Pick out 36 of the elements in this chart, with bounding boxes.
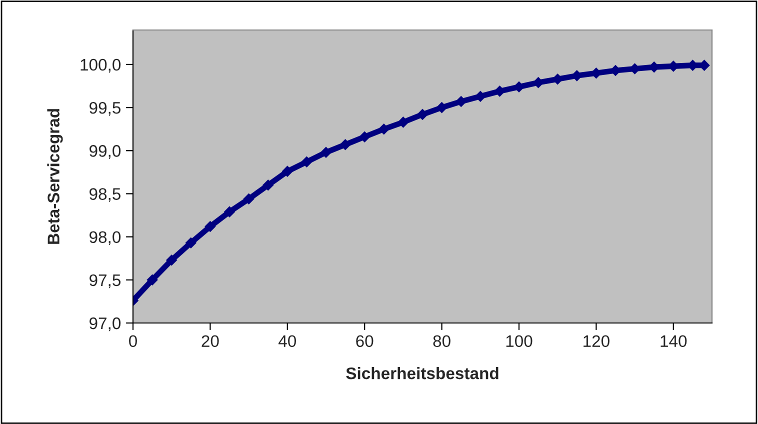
x-tick-label: 60 bbox=[356, 335, 374, 348]
point bbox=[514, 81, 524, 92]
point bbox=[166, 254, 178, 266]
y-tick-label: 97,0 bbox=[90, 317, 121, 332]
y-tick-label: 99,0 bbox=[90, 145, 121, 159]
y-tick-label: 98,0 bbox=[90, 231, 121, 245]
x-axis-title: Sicherheitsbestand bbox=[346, 367, 498, 380]
point bbox=[456, 96, 467, 107]
point bbox=[378, 124, 390, 135]
x-tick-label: 80 bbox=[433, 335, 450, 348]
point bbox=[301, 156, 312, 168]
point bbox=[243, 193, 254, 204]
point bbox=[359, 131, 370, 142]
point bbox=[320, 146, 332, 158]
point bbox=[224, 206, 235, 218]
y-tick-label: 100,0 bbox=[80, 58, 121, 73]
x-tick-label: 40 bbox=[278, 335, 296, 348]
point bbox=[417, 109, 428, 120]
point bbox=[436, 102, 448, 113]
x-tick-label: 20 bbox=[202, 335, 219, 348]
point bbox=[262, 180, 274, 191]
point bbox=[204, 221, 216, 232]
x-tick-label: 120 bbox=[584, 335, 610, 348]
point bbox=[340, 139, 351, 150]
y-axis-title: Beta-Servicegrad bbox=[47, 109, 63, 244]
point bbox=[185, 237, 196, 248]
y-tick-label: 98,5 bbox=[90, 188, 120, 202]
y-tick-label: 97,5 bbox=[90, 274, 120, 288]
x-tick-label: 100 bbox=[506, 335, 532, 348]
y-tick-label: 99,5 bbox=[90, 102, 120, 116]
x-tick-label: 0 bbox=[129, 335, 137, 348]
point bbox=[474, 90, 486, 102]
x-tick-label: 140 bbox=[660, 335, 687, 348]
point bbox=[398, 116, 409, 128]
point bbox=[282, 166, 293, 177]
point bbox=[146, 274, 158, 286]
